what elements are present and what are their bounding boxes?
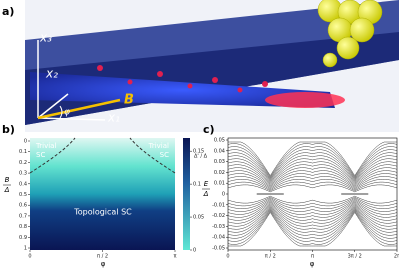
angle-label: φ xyxy=(64,108,70,118)
band-curve xyxy=(227,209,398,242)
y-tick-label: 0.8 xyxy=(19,224,27,230)
y-tick-label: 0.01 xyxy=(214,181,225,187)
band-curve xyxy=(227,155,398,182)
field-label: B xyxy=(124,93,134,108)
y-tick-label: -0.02 xyxy=(212,213,225,219)
y-tick-label: -0.03 xyxy=(212,224,225,230)
illustration xyxy=(25,0,399,132)
y-tick-label: 0.9 xyxy=(19,235,27,241)
band-curve xyxy=(227,158,398,183)
band-curve xyxy=(227,176,398,189)
y-tick-label: 1 xyxy=(24,246,27,252)
band-curves xyxy=(227,141,398,247)
band-curve xyxy=(227,152,398,181)
y-tick-label: 0.04 xyxy=(214,148,225,154)
band-curve xyxy=(227,179,398,190)
y-tick-label: -0.04 xyxy=(212,235,225,241)
band-curve xyxy=(227,167,398,186)
band-curve xyxy=(227,207,398,236)
x-tick-label: 3π / 2 xyxy=(348,254,362,260)
x-tick-label: π xyxy=(311,254,314,260)
colorbar-tick-label: 0.1 xyxy=(193,182,201,188)
colorbar-label: Δ' / Δ xyxy=(194,154,208,160)
panel-label: c) xyxy=(203,123,215,136)
colorbar-tick-label: 0.05 xyxy=(193,215,204,221)
band-curve xyxy=(227,195,398,204)
x-tick-label: 2π xyxy=(394,254,399,260)
band-curve xyxy=(227,202,398,221)
y-tick-label: -0.05 xyxy=(212,246,225,252)
colorbar xyxy=(183,138,190,250)
band-curve xyxy=(227,199,398,212)
band-curve xyxy=(227,203,398,224)
y-tick-label: 0.5 xyxy=(19,192,27,198)
panel-label: b) xyxy=(2,123,15,136)
band-curve xyxy=(227,205,398,230)
band-curve xyxy=(227,181,398,192)
y-tick-label: 0.6 xyxy=(19,203,27,209)
band-curve xyxy=(227,146,398,179)
x-tick-label: 0 xyxy=(226,254,229,260)
band-curve xyxy=(227,170,398,187)
region-label: Trivial xyxy=(35,142,56,150)
x-tick-label: 0 xyxy=(28,254,31,260)
region-label: Trivial xyxy=(148,142,169,150)
y-tick-label: 0.1 xyxy=(19,149,27,155)
y-tick-label: 0.2 xyxy=(19,160,27,166)
x-tick-label: π xyxy=(173,254,176,260)
y-tick-label: 0 xyxy=(24,139,27,145)
band-curve xyxy=(227,204,398,227)
axis-label: x₃ xyxy=(39,31,52,45)
colorbar-label: E xyxy=(204,180,209,188)
band-curve xyxy=(227,210,398,245)
x-tick-label: π / 2 xyxy=(97,254,108,260)
plot-area xyxy=(227,137,398,251)
x-label: φ xyxy=(101,260,106,268)
band-curve xyxy=(227,208,398,239)
colorbar-tick-label: 0.15 xyxy=(193,149,204,155)
y-tick-label: 0.3 xyxy=(19,171,27,177)
y-tick-label: 0.4 xyxy=(19,181,27,187)
y-tick-label: -0.01 xyxy=(212,202,225,208)
panel-label: a) xyxy=(2,5,14,18)
heatmap xyxy=(30,138,175,250)
y-tick-label: 0.03 xyxy=(214,159,225,165)
colorbar-tick-label: 0 xyxy=(193,248,196,254)
region-label: Topological SC xyxy=(73,208,132,217)
region-label: SC xyxy=(160,151,169,159)
axis-label: x₁ xyxy=(107,111,120,125)
x-tick-label: π / 2 xyxy=(265,254,276,260)
axis-label: x₂ xyxy=(45,67,58,81)
y-label: Δ xyxy=(4,186,10,194)
region-label: SC xyxy=(36,151,45,159)
band-curve xyxy=(227,196,398,207)
band-curve xyxy=(227,164,398,185)
band-curve xyxy=(227,200,398,215)
y-tick-label: 0.05 xyxy=(214,138,225,144)
band-curve xyxy=(227,201,398,218)
band-curve xyxy=(227,173,398,188)
band-curve xyxy=(227,161,398,184)
band-curve xyxy=(227,184,398,193)
x-label: φ xyxy=(310,260,315,268)
band-curve xyxy=(227,149,398,180)
band-curve xyxy=(228,211,397,247)
y-tick-label: 0.7 xyxy=(19,213,27,219)
band-curve xyxy=(227,206,398,233)
band-curve xyxy=(227,198,398,209)
band-curve xyxy=(227,143,398,178)
colorbar-label: Δ xyxy=(203,190,209,198)
y-tick-label: 0 xyxy=(222,192,225,198)
y-label: B xyxy=(5,176,10,184)
y-tick-label: 0.02 xyxy=(214,170,225,176)
band-curve xyxy=(228,141,397,177)
